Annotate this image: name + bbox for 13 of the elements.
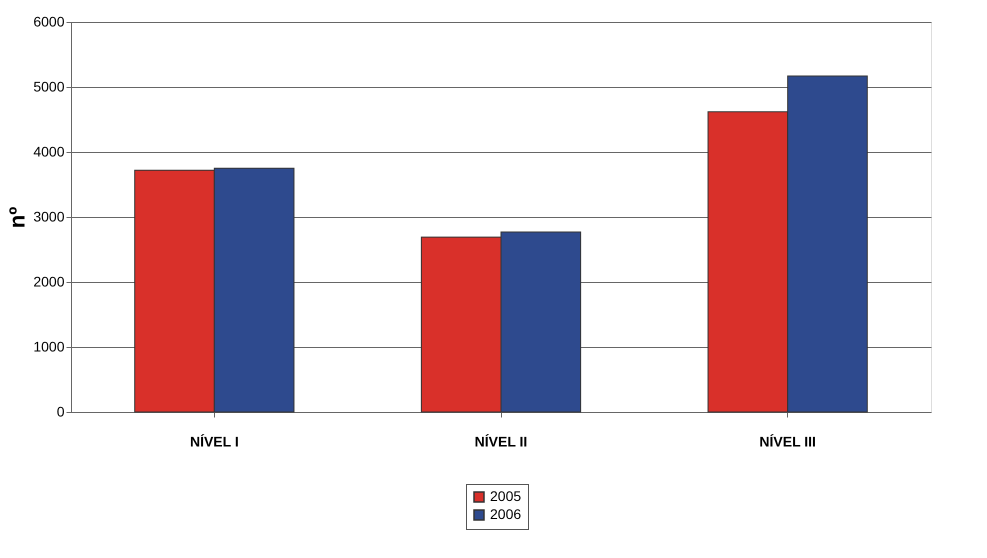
x-tick-label: NÍVEL II — [474, 434, 528, 450]
x-tick-label: NÍVEL I — [190, 434, 239, 450]
x-tick-label: NÍVEL III — [759, 434, 816, 450]
y-axis-title: nº — [4, 206, 30, 228]
y-tick-label: 4000 — [33, 144, 65, 160]
y-tick-label: 1000 — [33, 338, 65, 354]
y-tick-label: 6000 — [33, 14, 65, 30]
y-tick-label: 0 — [56, 404, 65, 420]
y-tick-label: 5000 — [33, 78, 65, 94]
legend-label: 2005 — [490, 488, 522, 504]
y-tick-label: 2000 — [33, 274, 65, 290]
y-tick-label: 3000 — [33, 208, 65, 224]
legend-label: 2006 — [490, 506, 522, 522]
